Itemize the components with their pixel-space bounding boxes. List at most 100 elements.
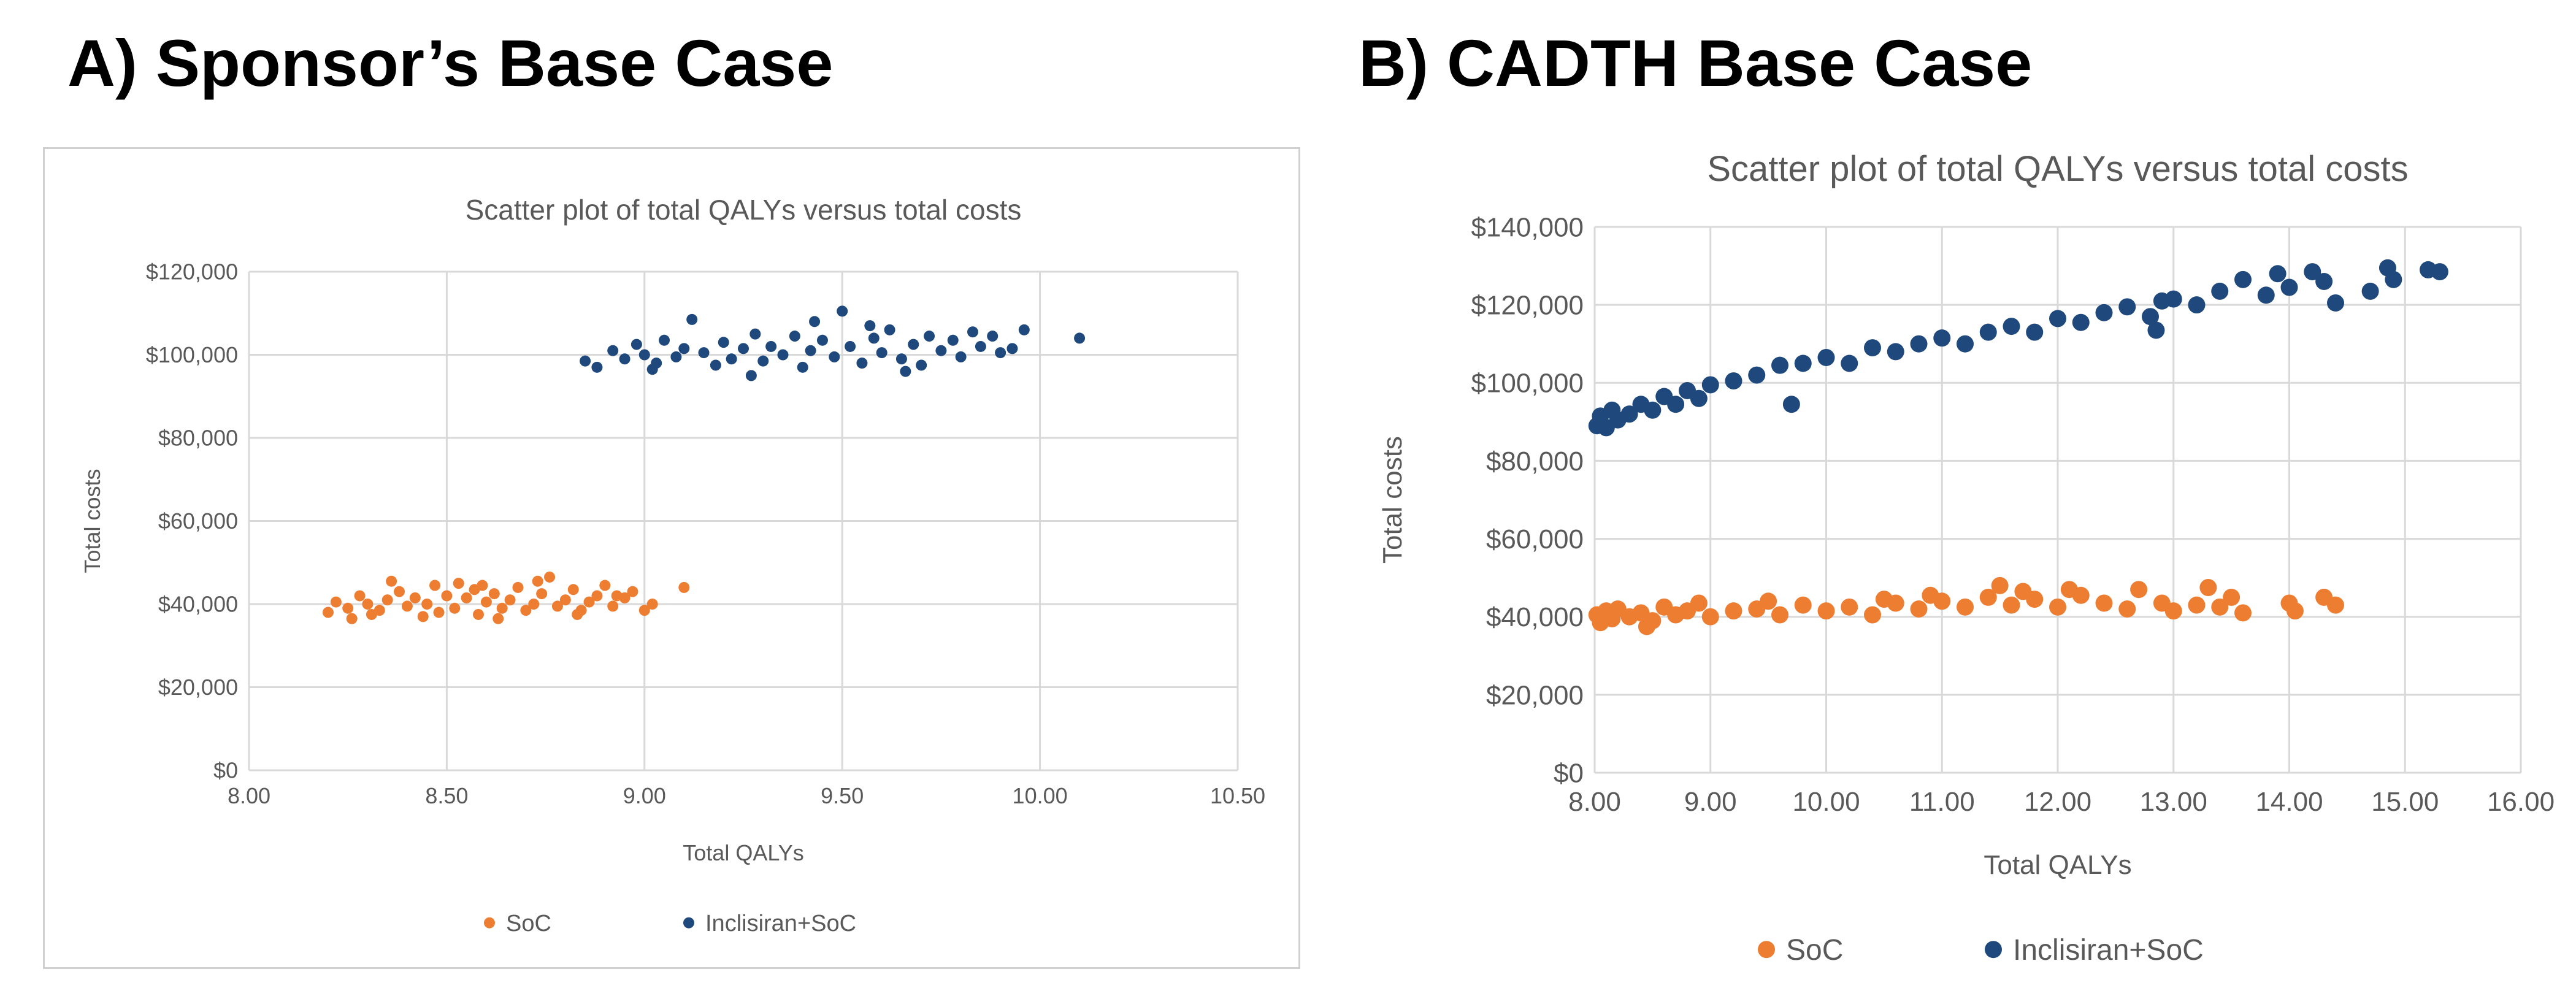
x-tick-label: 16.00: [2487, 787, 2555, 817]
data-point: [496, 602, 508, 614]
data-point: [532, 575, 543, 587]
y-tick-label: $80,000: [1486, 446, 1584, 477]
data-point: [2164, 602, 2182, 620]
data-point: [710, 359, 721, 371]
y-tick-label: $60,000: [158, 508, 238, 534]
x-tick-label: 14.00: [2255, 787, 2323, 817]
data-point: [1782, 396, 1800, 413]
y-tick-label: $100,000: [146, 342, 238, 367]
data-point: [611, 590, 623, 602]
data-point: [1910, 335, 1928, 353]
data-point: [698, 347, 710, 359]
y-tick-label: $120,000: [146, 259, 238, 285]
data-point: [1841, 354, 1858, 372]
data-point: [718, 337, 729, 348]
data-point: [816, 334, 828, 346]
x-tick-label: 10.00: [1792, 787, 1860, 817]
data-point: [2003, 596, 2020, 614]
legend-marker: [683, 917, 694, 929]
data-point: [631, 339, 642, 350]
x-tick-label: 10.50: [1210, 783, 1265, 808]
data-point: [2211, 598, 2229, 616]
data-point: [2026, 323, 2044, 341]
data-point: [449, 602, 461, 614]
data-point: [638, 349, 650, 361]
x-tick-label: 9.00: [1684, 787, 1737, 817]
data-point: [1771, 606, 1788, 624]
data-point: [646, 364, 658, 375]
data-point: [619, 353, 631, 365]
data-point: [947, 334, 959, 346]
data-point: [2049, 598, 2066, 616]
x-tick-label: 8.50: [425, 783, 468, 808]
data-point: [2315, 273, 2333, 290]
data-point: [461, 592, 472, 603]
data-point: [1817, 602, 1835, 620]
data-point: [749, 328, 761, 340]
data-point: [1006, 343, 1018, 354]
legend-label: SoC: [1786, 934, 1843, 967]
data-point: [433, 607, 445, 618]
data-point: [2095, 594, 2113, 612]
legend-marker: [484, 917, 495, 929]
data-point: [670, 351, 682, 362]
data-point: [330, 596, 342, 608]
data-point: [567, 584, 579, 595]
data-point: [1667, 396, 1685, 413]
data-point: [599, 580, 611, 591]
y-tick-label: $100,000: [1471, 369, 1584, 399]
data-point: [1701, 608, 1719, 626]
data-point: [845, 340, 856, 352]
data-point: [354, 590, 366, 602]
data-point: [417, 611, 429, 622]
data-point: [551, 600, 563, 612]
x-tick-label: 12.00: [2024, 787, 2091, 817]
data-point: [1638, 618, 1655, 635]
data-point: [2164, 290, 2182, 308]
data-point: [659, 334, 670, 346]
data-point: [987, 331, 999, 342]
data-point: [2118, 298, 2136, 316]
data-point: [528, 599, 540, 610]
data-point: [789, 331, 800, 342]
y-tick-label: $0: [213, 758, 238, 783]
legend-label: Inclisiran+SoC: [705, 911, 856, 936]
data-point: [429, 580, 441, 591]
data-point: [1074, 332, 1086, 344]
data-point: [1725, 372, 1742, 390]
data-point: [2431, 263, 2448, 281]
y-tick-label: $80,000: [158, 426, 238, 451]
data-point: [488, 588, 500, 600]
series-0-points: [1588, 576, 2344, 635]
data-point: [777, 349, 789, 361]
data-point: [1864, 606, 1881, 624]
data-point: [1887, 343, 1904, 361]
chart-a-container: Scatter plot of total QALYs versus total…: [43, 147, 1300, 969]
data-point: [638, 605, 650, 616]
data-point: [2188, 596, 2206, 614]
y-axis-title: Total costs: [1378, 436, 1408, 564]
data-point: [453, 578, 464, 589]
data-point: [1620, 405, 1638, 423]
data-point: [916, 359, 927, 371]
x-tick-label: 9.50: [821, 783, 864, 808]
data-point: [493, 613, 504, 624]
data-point: [1771, 356, 1788, 374]
data-point: [1748, 366, 1766, 384]
x-tick-label: 11.00: [1909, 787, 1975, 817]
data-point: [2234, 604, 2252, 622]
y-axis-title: Total costs: [80, 469, 105, 573]
legend-marker: [1758, 941, 1775, 959]
data-point: [536, 588, 548, 600]
data-point: [2280, 278, 2298, 296]
data-point: [1979, 323, 1997, 341]
x-tick-label: 13.00: [2140, 787, 2207, 817]
data-point: [2095, 304, 2113, 321]
data-point: [876, 347, 887, 359]
data-point: [322, 607, 334, 618]
data-point: [2199, 579, 2217, 597]
data-point: [995, 347, 1006, 359]
data-point: [2014, 583, 2032, 600]
y-tick-label: $20,000: [158, 675, 238, 700]
legend-label: SoC: [506, 911, 551, 936]
